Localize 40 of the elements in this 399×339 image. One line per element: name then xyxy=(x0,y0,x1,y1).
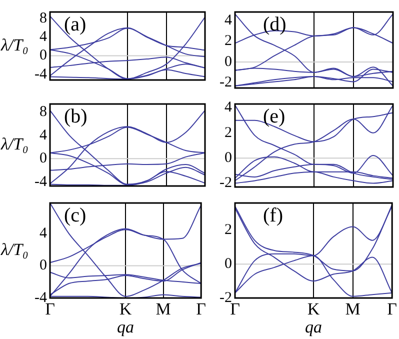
y-tick-label: -4 xyxy=(34,66,48,82)
annotation: (a) xyxy=(64,13,86,36)
y-tick-label: 4 xyxy=(40,29,48,46)
y-tick-label: 4 xyxy=(40,226,48,242)
x-tick-label: M xyxy=(156,300,171,319)
y-tick-label: 8 xyxy=(40,10,47,26)
x-axis-title: qa xyxy=(305,317,322,336)
y-tick-label: 2 xyxy=(224,222,232,238)
annotation: (e) xyxy=(263,105,286,128)
y-tick-label: 4 xyxy=(40,127,48,144)
y-tick-label: -2 xyxy=(220,175,232,192)
annotation: (d) xyxy=(263,13,286,36)
x-axis-title: qa xyxy=(117,317,134,336)
x-tick-label: Γ xyxy=(196,300,206,319)
x-tick-label: M xyxy=(345,300,360,319)
x-tick-label: Γ xyxy=(45,300,56,319)
y-axis-title: λ/T₀ xyxy=(0,134,29,154)
x-tick-label: K xyxy=(119,300,132,319)
y-axis-title: λ/T₀ xyxy=(0,35,29,54)
y-tick-label: 4 xyxy=(224,12,232,28)
y-tick-label: 0 xyxy=(40,48,47,64)
annotation: (b) xyxy=(64,105,88,128)
y-tick-label: -4 xyxy=(34,174,48,190)
x-tick-label: Γ xyxy=(387,300,398,319)
y-tick-label: 0 xyxy=(224,256,232,272)
y-tick-label: 0 xyxy=(40,258,47,274)
y-tick-label: 4 xyxy=(224,100,232,116)
annotation: (c) xyxy=(64,204,86,226)
y-tick-label: 8 xyxy=(40,104,47,120)
y-tick-label: 0 xyxy=(224,150,232,166)
y-axis-title: λ/T₀ xyxy=(0,240,29,259)
y-tick-label: -2 xyxy=(220,290,232,306)
y-tick-label: 2 xyxy=(224,33,232,50)
annotation: (f) xyxy=(263,204,283,226)
y-tick-label: 0 xyxy=(224,54,232,70)
y-tick-label: -2 xyxy=(220,74,232,91)
x-tick-label: Γ xyxy=(230,300,240,319)
y-tick-label: 0 xyxy=(40,150,47,167)
x-tick-label: K xyxy=(307,300,320,319)
y-tick-label: 2 xyxy=(224,124,232,141)
